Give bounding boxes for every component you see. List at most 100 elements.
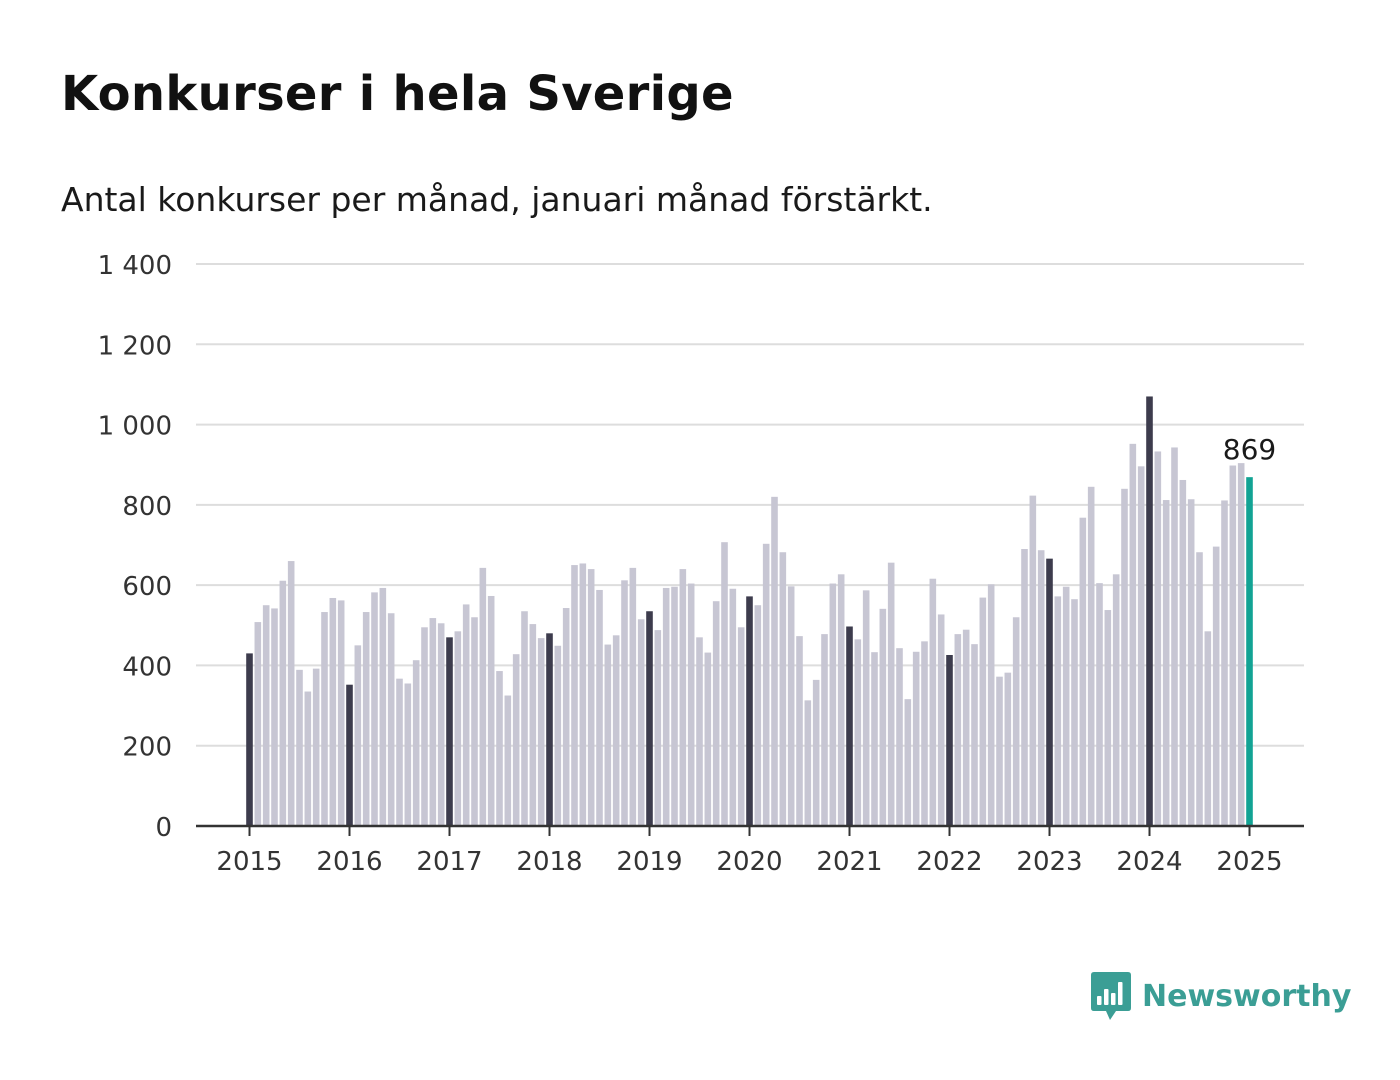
annotations: 869 <box>1223 433 1276 466</box>
y-tick-label: 1 000 <box>98 412 172 442</box>
month-bar <box>671 586 678 826</box>
month-bar <box>971 644 978 826</box>
month-bar <box>312 668 320 826</box>
month-bar <box>1187 499 1195 826</box>
month-bar <box>529 624 537 826</box>
month-bar <box>254 622 262 826</box>
x-tick-label: 2020 <box>716 847 782 877</box>
month-bar <box>296 669 303 826</box>
month-bar <box>679 569 687 826</box>
y-tick-labels: 0 200 400 600 800 1 000 1 200 1 400 <box>98 251 172 843</box>
month-bar <box>837 574 845 826</box>
month-bar <box>271 608 278 826</box>
month-bar <box>262 605 270 826</box>
month-bar <box>487 595 495 826</box>
month-bar <box>804 700 812 826</box>
month-bar <box>729 588 737 826</box>
month-bar <box>1212 546 1220 826</box>
month-bar <box>1087 486 1095 826</box>
month-bar <box>1004 672 1012 826</box>
month-bar <box>812 679 820 826</box>
brand-name: Newsworthy <box>1142 978 1352 1014</box>
newsworthy-logo-icon <box>1091 972 1131 1020</box>
month-bar <box>921 641 928 826</box>
january-bar <box>946 654 953 826</box>
month-bar <box>1237 463 1245 826</box>
month-bar <box>779 552 787 826</box>
latest-value-label: 869 <box>1223 433 1276 466</box>
month-bar <box>412 660 420 826</box>
month-bar <box>662 587 670 826</box>
y-tick-label: 400 <box>122 652 172 682</box>
chart-title: Konkurser i hela Sverige <box>61 66 734 122</box>
month-bar <box>821 634 828 826</box>
month-bar <box>587 569 595 826</box>
y-tick-label: 200 <box>122 733 172 763</box>
month-bar <box>754 605 762 826</box>
month-bar <box>454 631 462 826</box>
month-bar <box>1104 610 1112 826</box>
month-bar <box>787 586 795 826</box>
month-bar <box>579 563 587 826</box>
month-bar <box>429 618 437 826</box>
month-bar <box>1162 500 1170 826</box>
month-bar <box>1029 495 1037 826</box>
january-bar <box>746 596 753 826</box>
x-tick-label: 2024 <box>1116 847 1182 877</box>
month-bar <box>996 676 1003 826</box>
month-bar <box>504 695 512 826</box>
month-bar <box>1021 549 1028 826</box>
january-bar <box>546 633 553 826</box>
month-bar <box>721 542 728 826</box>
x-tick-label: 2021 <box>816 847 882 877</box>
month-bar <box>537 638 545 826</box>
month-bar <box>771 496 778 826</box>
newsworthy-logo[interactable]: Newsworthy <box>1090 970 1351 1022</box>
month-bar <box>421 627 428 826</box>
month-bar <box>696 637 703 826</box>
month-bar <box>762 543 770 826</box>
month-bar <box>654 630 662 826</box>
month-bar <box>1154 451 1162 826</box>
month-bar <box>862 590 870 826</box>
month-bar <box>904 699 912 826</box>
month-bar <box>612 635 620 826</box>
chart-subtitle: Antal konkurser per månad, januari månad… <box>61 180 933 219</box>
month-bar <box>1062 586 1070 826</box>
month-bar <box>604 644 612 826</box>
month-bar <box>737 627 745 826</box>
x-tick-label: 2016 <box>316 847 382 877</box>
month-bar <box>1054 596 1062 826</box>
x-tick-label: 2018 <box>516 847 582 877</box>
x-tick-label: 2022 <box>916 847 982 877</box>
month-bar <box>462 604 470 826</box>
month-bar <box>479 567 487 826</box>
month-bar <box>471 617 478 826</box>
month-bar <box>871 652 878 826</box>
month-bar <box>621 580 628 826</box>
y-tick-label: 1 200 <box>98 331 172 361</box>
month-bar <box>354 645 362 826</box>
month-bar <box>304 691 312 826</box>
month-bar <box>337 600 345 826</box>
month-bar <box>562 608 570 826</box>
month-bar <box>1121 488 1128 826</box>
month-bar <box>954 634 962 826</box>
month-bar <box>629 567 637 826</box>
month-bar <box>1096 583 1103 826</box>
month-bar <box>687 583 695 826</box>
january-bar <box>346 684 353 826</box>
y-tick-label: 0 <box>155 813 172 843</box>
month-bar <box>987 584 995 826</box>
bars <box>246 396 1253 826</box>
month-bar <box>1137 466 1145 826</box>
january-bar <box>646 611 653 826</box>
month-bar <box>287 561 295 826</box>
month-bar <box>1221 500 1228 826</box>
month-bar <box>596 589 603 826</box>
month-bar <box>329 597 337 826</box>
y-tick-label: 1 400 <box>98 251 172 281</box>
january-bar <box>846 626 853 826</box>
january-bar <box>1246 477 1253 826</box>
